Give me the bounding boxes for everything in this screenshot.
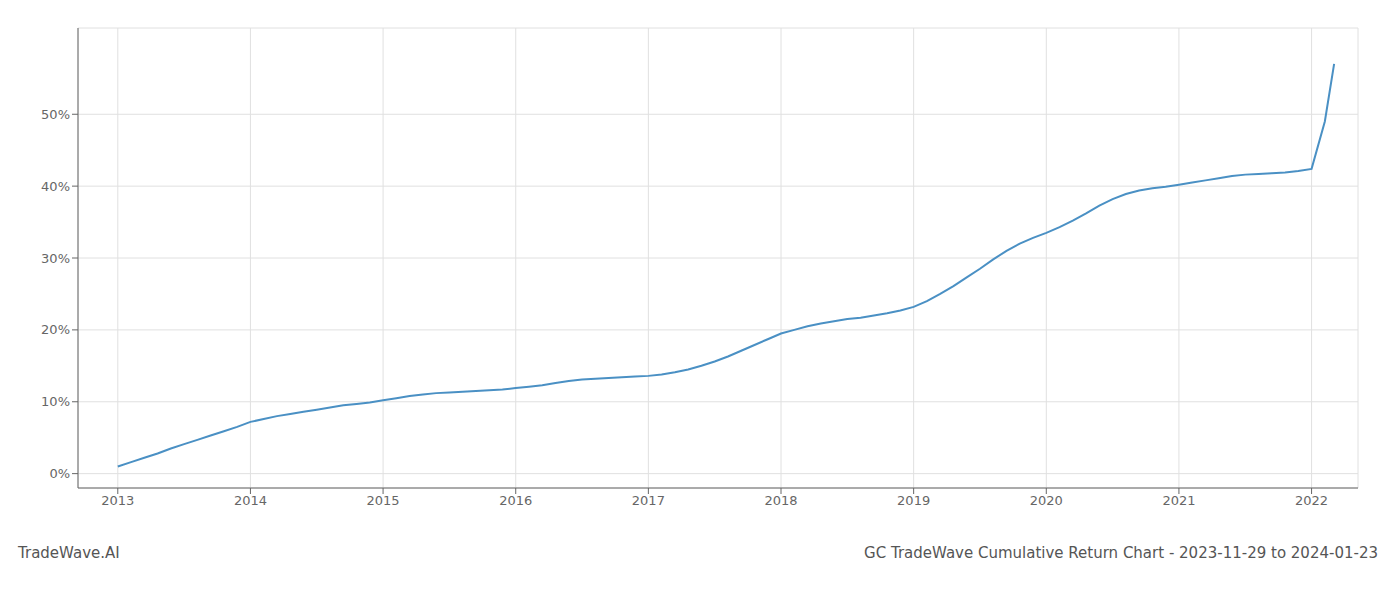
svg-text:2020: 2020 bbox=[1030, 493, 1063, 508]
svg-text:2022: 2022 bbox=[1295, 493, 1328, 508]
svg-text:2019: 2019 bbox=[897, 493, 930, 508]
svg-text:2014: 2014 bbox=[234, 493, 267, 508]
svg-text:20%: 20% bbox=[41, 322, 70, 337]
svg-text:2013: 2013 bbox=[101, 493, 134, 508]
svg-text:10%: 10% bbox=[41, 394, 70, 409]
html-text:TradeWave.AI: TradeWave.AI bbox=[18, 544, 120, 562]
svg-text:2015: 2015 bbox=[367, 493, 400, 508]
svg-text:2017: 2017 bbox=[632, 493, 665, 508]
svg-text:2021: 2021 bbox=[1162, 493, 1195, 508]
html-text:GC TradeWave Cumulative Return: GC TradeWave Cumulative Return Chart - 2… bbox=[864, 544, 1378, 562]
svg-text:2016: 2016 bbox=[499, 493, 532, 508]
svg-text:50%: 50% bbox=[41, 107, 70, 122]
svg-text:30%: 30% bbox=[41, 251, 70, 266]
svg-text:40%: 40% bbox=[41, 179, 70, 194]
svg-text:2018: 2018 bbox=[764, 493, 797, 508]
svg-text:0%: 0% bbox=[49, 466, 70, 481]
